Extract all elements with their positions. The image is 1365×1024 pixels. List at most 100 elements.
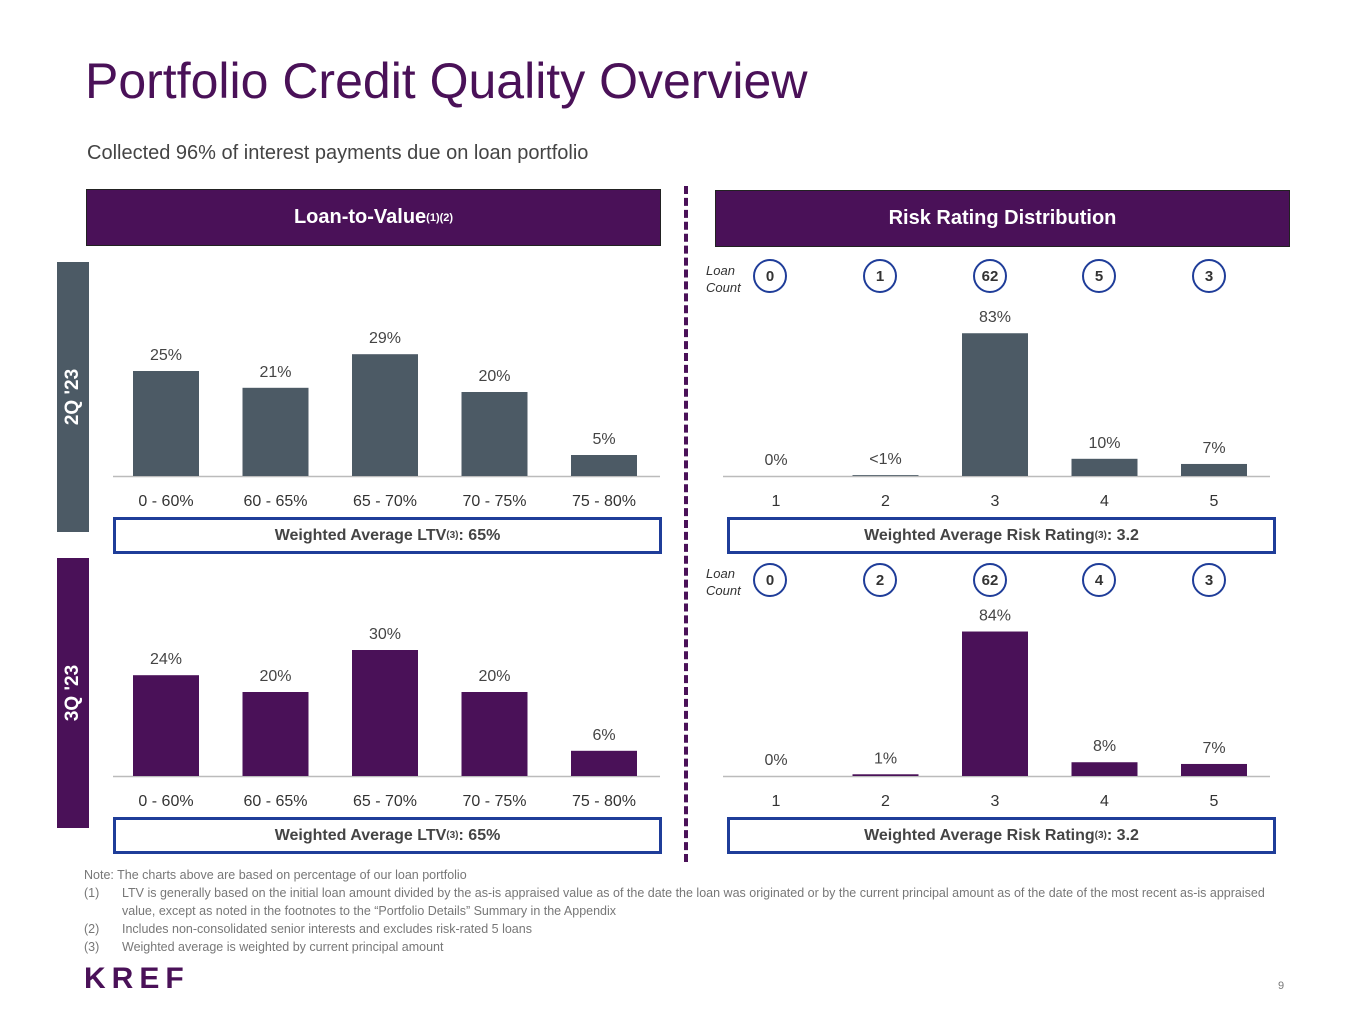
data-label: 10% xyxy=(1088,435,1120,452)
category-label: 0 - 60% xyxy=(138,793,193,810)
footnote-text: LTV is generally based on the initial lo… xyxy=(122,886,1265,918)
category-label: 3 xyxy=(991,493,1000,510)
page-number: 9 xyxy=(1278,980,1285,992)
category-label: 70 - 75% xyxy=(462,793,526,810)
weighted-risk-sup: (3) xyxy=(1094,830,1107,841)
risk-header-text: Risk Rating Distribution xyxy=(888,207,1117,229)
weighted-risk-value: : 3.2 xyxy=(1106,526,1139,544)
loan-count-circle: 0 xyxy=(753,259,787,293)
weighted-risk-3q23: Weighted Average Risk Rating (3): 3.2 xyxy=(727,817,1276,854)
loan-count-circle: 1 xyxy=(863,259,897,293)
weighted-risk-label: Weighted Average Risk Rating xyxy=(864,826,1095,844)
data-label: 7% xyxy=(1202,740,1225,757)
category-label: 4 xyxy=(1100,493,1109,510)
bar xyxy=(1071,458,1138,476)
footnote-number: (2) xyxy=(84,922,100,936)
bar xyxy=(1181,463,1247,476)
ltv-header-text: Loan-to-Value xyxy=(293,206,427,228)
bar xyxy=(461,392,528,476)
bar xyxy=(133,675,199,776)
loan-count-circle: 62 xyxy=(973,259,1007,293)
ltv-header-sup: (1)(2) xyxy=(426,211,454,224)
data-label: 20% xyxy=(478,368,510,385)
weighted-risk-sup: (3) xyxy=(1094,530,1107,541)
category-label: 60 - 65% xyxy=(243,493,307,510)
loan-count-circle: 62 xyxy=(973,563,1007,597)
data-label: 29% xyxy=(369,330,401,347)
category-label: 2 xyxy=(881,793,890,810)
period-bar-q2: 2Q '23 xyxy=(57,262,89,532)
footnote-text: Includes non-consolidated senior interes… xyxy=(122,922,532,936)
data-label: 30% xyxy=(369,626,401,643)
weighted-ltv-3q23: Weighted Average LTV (3): 65% xyxy=(113,817,662,854)
data-label: 6% xyxy=(592,727,615,744)
ltv-chart-3q23: 24% 0 - 60% 20% 60 - 65% 30% 65 - 70% 20% 70 - … xyxy=(113,626,660,810)
category-label: 65 - 70% xyxy=(353,493,417,510)
section-divider xyxy=(684,186,688,862)
data-label: 5% xyxy=(592,431,615,448)
period-label-q3: 3Q '23 xyxy=(62,664,83,722)
category-label: 3 xyxy=(991,793,1000,810)
category-label: 2 xyxy=(881,493,890,510)
category-label: 75 - 80% xyxy=(572,493,636,510)
category-label: 70 - 75% xyxy=(462,493,526,510)
loan-count-circle: 0 xyxy=(753,563,787,597)
category-label: 5 xyxy=(1210,493,1219,510)
bar xyxy=(352,354,418,476)
weighted-risk-2q23: Weighted Average Risk Rating (3): 3.2 xyxy=(727,517,1276,554)
bar xyxy=(1071,762,1138,776)
loan-count-label-line: Loan xyxy=(706,263,735,278)
chart-note: Note: The charts above are based on perc… xyxy=(84,868,467,882)
loan-count-label-line: Count xyxy=(706,583,741,598)
loan-count-circle: 4 xyxy=(1082,563,1116,597)
weighted-ltv-sup: (3) xyxy=(446,530,459,541)
loan-count-label-3q23: Loan Count xyxy=(706,565,741,599)
weighted-ltv-label: Weighted Average LTV xyxy=(274,526,447,544)
footnote-number: (3) xyxy=(84,940,100,954)
loan-count-circle: 3 xyxy=(1192,259,1226,293)
data-label: 7% xyxy=(1202,440,1225,457)
category-label: 75 - 80% xyxy=(572,793,636,810)
kref-logo: KREF xyxy=(84,962,190,995)
category-label: 5 xyxy=(1210,793,1219,810)
bar xyxy=(133,371,199,476)
loan-count-label-line: Loan xyxy=(706,566,735,581)
period-bar-q3: 3Q '23 xyxy=(57,558,89,828)
data-label: 25% xyxy=(150,347,182,364)
data-label: 21% xyxy=(259,364,291,381)
data-label: 83% xyxy=(979,309,1011,326)
weighted-ltv-value: : 65% xyxy=(458,526,501,544)
loan-count-circle: 3 xyxy=(1192,563,1226,597)
category-label: 1 xyxy=(772,493,781,510)
risk-header: Risk Rating Distribution xyxy=(715,190,1290,247)
ltv-header: Loan-to-Value (1)(2) xyxy=(86,189,661,246)
weighted-risk-label: Weighted Average Risk Rating xyxy=(864,526,1095,544)
footnote-1: (1) LTV is generally based on the initia… xyxy=(84,884,1294,920)
category-label: 65 - 70% xyxy=(353,793,417,810)
category-label: 1 xyxy=(772,793,781,810)
ltv-chart-2q23: 25% 0 - 60% 21% 60 - 65% 29% 65 - 70% 20% 70 - … xyxy=(113,330,660,510)
data-label: <1% xyxy=(869,451,901,468)
weighted-ltv-label: Weighted Average LTV xyxy=(274,826,447,844)
data-label: 1% xyxy=(874,750,897,767)
bar xyxy=(461,692,528,776)
footnote-3: (3) Weighted average is weighted by curr… xyxy=(84,938,1294,956)
data-label: 20% xyxy=(478,668,510,685)
page-subtitle: Collected 96% of interest payments due o… xyxy=(87,142,589,164)
weighted-ltv-value: : 65% xyxy=(458,826,501,844)
data-label: 24% xyxy=(150,651,182,668)
bar xyxy=(571,750,637,776)
footnote-2: (2) Includes non-consolidated senior int… xyxy=(84,920,1294,938)
bar xyxy=(242,387,309,476)
risk-chart-2q23: 0% 1 <1% 2 83% 3 10% 4 7% 5 xyxy=(723,309,1270,510)
data-label: 0% xyxy=(764,752,787,769)
weighted-ltv-sup: (3) xyxy=(446,830,459,841)
category-label: 60 - 65% xyxy=(243,793,307,810)
loan-count-circle: 2 xyxy=(863,563,897,597)
weighted-ltv-2q23: Weighted Average LTV (3): 65% xyxy=(113,517,662,554)
footnotes: Note: The charts above are based on perc… xyxy=(84,866,1294,956)
weighted-risk-value: : 3.2 xyxy=(1106,826,1139,844)
bar xyxy=(962,631,1028,776)
data-label: 84% xyxy=(979,608,1011,625)
risk-chart-3q23: 0% 1 1% 2 84% 3 8% 4 7% 5 xyxy=(723,608,1270,810)
